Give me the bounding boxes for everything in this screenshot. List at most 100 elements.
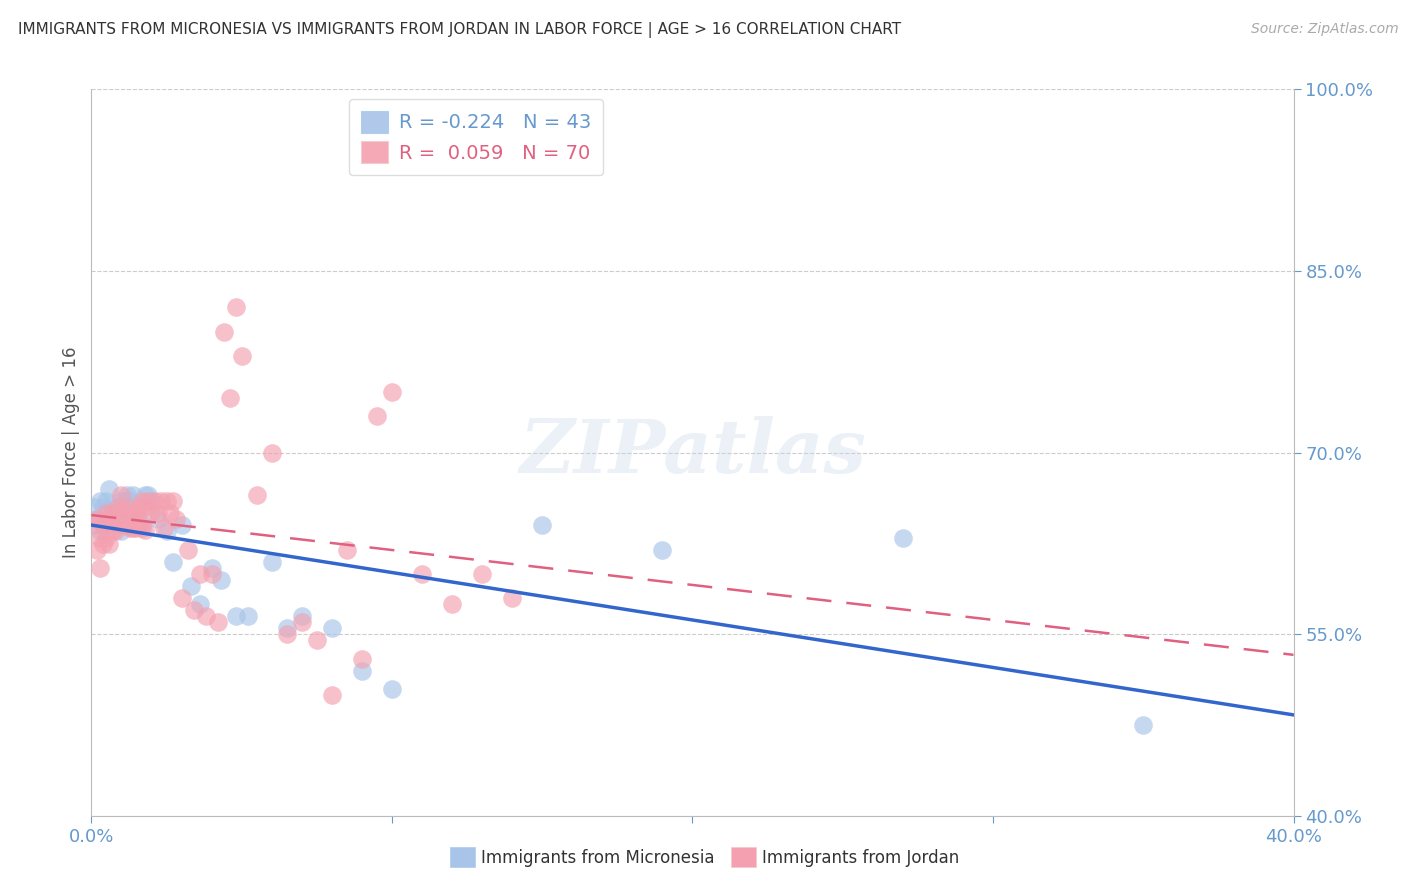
Text: IMMIGRANTS FROM MICRONESIA VS IMMIGRANTS FROM JORDAN IN LABOR FORCE | AGE > 16 C: IMMIGRANTS FROM MICRONESIA VS IMMIGRANTS…: [18, 22, 901, 38]
Point: [98, 512, 121, 526]
Point: [117, 488, 139, 502]
Point: [155, 524, 177, 539]
Point: [120, 494, 142, 508]
Point: [96, 506, 118, 520]
Point: [291, 609, 314, 624]
Point: [96, 494, 118, 508]
Point: [131, 518, 153, 533]
Point: [128, 518, 150, 533]
Point: [98, 482, 121, 496]
Point: [471, 566, 494, 581]
Point: [231, 349, 253, 363]
Point: [225, 301, 247, 315]
Point: [128, 500, 150, 515]
Point: [183, 603, 205, 617]
Legend: R = -0.224   N = 43, R =  0.059   N = 70: R = -0.224 N = 43, R = 0.059 N = 70: [349, 99, 603, 175]
Point: [651, 542, 673, 557]
Point: [207, 615, 229, 630]
Point: [170, 518, 193, 533]
Point: [89, 561, 111, 575]
Point: [93, 518, 115, 533]
Point: [114, 494, 136, 508]
Point: [128, 506, 150, 520]
Point: [188, 597, 211, 611]
Point: [162, 494, 184, 508]
Point: [107, 506, 129, 520]
Point: [336, 542, 359, 557]
Point: [114, 518, 136, 533]
Point: [96, 518, 118, 533]
Point: [114, 506, 136, 520]
Point: [321, 621, 343, 635]
Point: [104, 512, 127, 526]
Point: [305, 633, 328, 648]
Point: [125, 506, 148, 520]
Point: [93, 500, 115, 515]
Point: [125, 506, 148, 520]
Point: [260, 446, 283, 460]
Point: [89, 531, 111, 545]
Point: [180, 579, 202, 593]
Point: [321, 688, 343, 702]
Point: [143, 494, 166, 508]
Point: [96, 531, 118, 545]
Point: [122, 521, 145, 535]
Point: [104, 506, 127, 520]
Point: [107, 500, 129, 515]
Point: [194, 609, 217, 624]
Point: [134, 523, 156, 537]
Point: [134, 488, 156, 502]
Point: [212, 325, 235, 339]
Point: [122, 488, 145, 502]
Point: [155, 494, 177, 508]
Point: [101, 500, 124, 515]
Point: [120, 506, 142, 520]
Point: [138, 488, 160, 502]
Point: [1132, 718, 1154, 732]
Point: [110, 488, 132, 502]
Point: [225, 609, 247, 624]
Point: [146, 506, 169, 520]
Point: [110, 524, 132, 539]
Point: [86, 512, 108, 526]
Point: [131, 494, 153, 508]
Point: [350, 664, 373, 678]
Point: [101, 524, 124, 539]
Point: [201, 561, 224, 575]
Point: [89, 524, 111, 539]
Point: [201, 566, 224, 581]
Point: [411, 566, 433, 581]
Point: [89, 494, 111, 508]
Point: [117, 500, 139, 515]
Point: [236, 609, 259, 624]
Point: [134, 500, 156, 515]
Point: [218, 391, 240, 405]
Point: [291, 615, 314, 630]
Point: [83, 518, 105, 533]
Point: [176, 542, 198, 557]
Point: [531, 518, 554, 533]
Point: [366, 409, 388, 424]
Point: [162, 555, 184, 569]
Point: [276, 621, 298, 635]
Point: [209, 573, 232, 587]
Y-axis label: In Labor Force | Age > 16: In Labor Force | Age > 16: [62, 347, 80, 558]
Text: Source: ZipAtlas.com: Source: ZipAtlas.com: [1251, 22, 1399, 37]
Point: [159, 506, 181, 520]
Point: [101, 506, 124, 520]
Point: [152, 521, 174, 535]
Point: [891, 531, 914, 545]
Text: ZIPatlas: ZIPatlas: [519, 417, 866, 489]
Point: [188, 566, 211, 581]
Point: [276, 627, 298, 641]
Point: [86, 512, 108, 526]
Text: Immigrants from Micronesia: Immigrants from Micronesia: [481, 849, 714, 867]
Point: [125, 521, 148, 535]
Point: [440, 597, 463, 611]
Point: [117, 518, 139, 533]
Point: [104, 524, 127, 539]
Point: [110, 518, 132, 533]
Point: [149, 494, 172, 508]
Point: [381, 385, 404, 400]
Point: [141, 494, 163, 508]
